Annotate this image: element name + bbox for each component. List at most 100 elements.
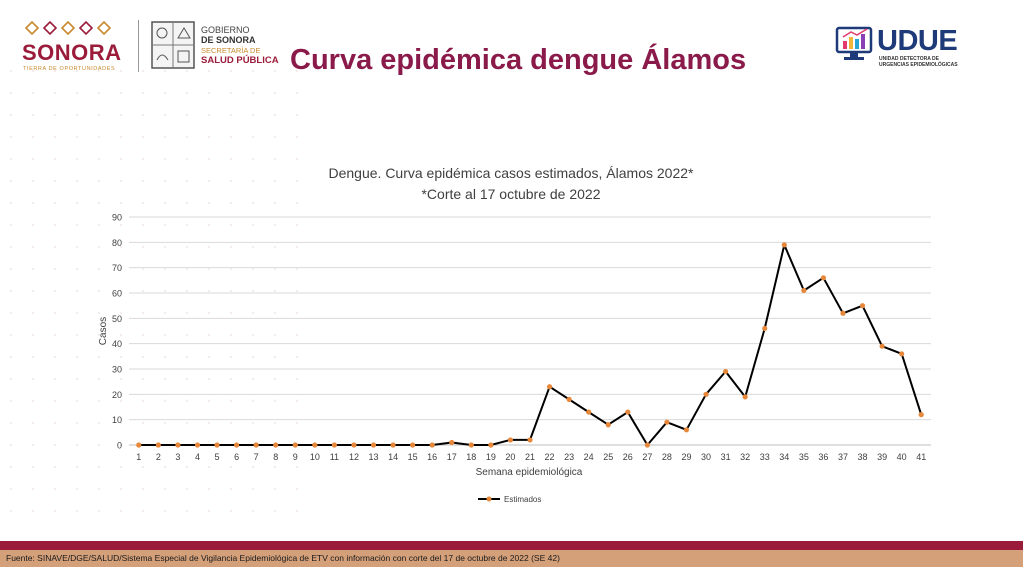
x-tick-label: 31 <box>721 452 731 462</box>
x-tick-label: 37 <box>838 452 848 462</box>
x-axis-label: Semana epidemiológica <box>476 467 583 478</box>
x-tick-label: 23 <box>564 452 574 462</box>
y-tick-label: 70 <box>112 263 122 273</box>
legend-marker-swatch <box>486 496 492 502</box>
x-axis-ticks: 1 2 3 4 5 6 7 8 9 10 11 12 13 14 15 16 17 18 19 20 21 22 23 24 2… <box>136 452 926 462</box>
y-tick-label: 10 <box>112 415 122 425</box>
data-point-week-9 <box>292 442 298 448</box>
data-point-week-15 <box>410 442 416 448</box>
gov-line-3: SECRETARÍA DE <box>201 46 261 55</box>
udue-brand: UDUE <box>877 25 958 57</box>
data-point-week-8 <box>273 442 279 448</box>
data-point-week-5 <box>214 442 220 448</box>
x-tick-label: 38 <box>858 452 868 462</box>
x-tick-label: 16 <box>427 452 437 462</box>
sonora-wordmark: SONORA <box>22 40 122 65</box>
data-point-week-31 <box>723 368 729 375</box>
y-tick-label: 0 <box>117 441 122 451</box>
data-point-week-4 <box>194 442 201 448</box>
data-point-week-39 <box>879 343 885 349</box>
x-tick-label: 20 <box>505 452 515 462</box>
chart-subtitle: *Corte al 17 octubre de 2022 <box>421 186 600 202</box>
y-tick-label: 30 <box>112 365 122 375</box>
y-tick-label: 20 <box>112 390 122 400</box>
x-tick-label: 15 <box>408 452 418 462</box>
udue-subtitle-1: UNIDAD DETECTORA DE <box>879 56 940 62</box>
series-line <box>138 243 923 446</box>
x-tick-label: 26 <box>623 452 633 462</box>
monitor-chart-icon <box>835 26 873 60</box>
x-tick-label: 36 <box>818 452 828 462</box>
x-tick-label: 35 <box>799 452 809 462</box>
sonora-logo: SONORA TIERRA DE OPORTUNIDADES <box>20 18 130 76</box>
x-tick-label: 7 <box>254 452 259 462</box>
x-tick-label: 14 <box>388 452 398 462</box>
x-tick-label: 1 <box>136 452 141 462</box>
state-crest-icon <box>151 21 195 69</box>
data-point-week-29 <box>683 427 690 433</box>
y-tick-label: 90 <box>112 213 122 223</box>
gov-line-1: GOBIERNO <box>201 25 250 35</box>
footer-stripe-maroon <box>0 541 1023 550</box>
footer-stripe-tan <box>0 550 1023 567</box>
x-tick-label: 40 <box>897 452 907 462</box>
slide-header: SONORA TIERRA DE OPORTUNIDADES GOBIERNO … <box>0 0 1023 95</box>
data-point-week-34 <box>781 242 787 248</box>
data-point-week-19 <box>488 442 494 448</box>
x-tick-label: 21 <box>525 452 535 462</box>
y-tick-label: 80 <box>112 238 122 248</box>
data-point-week-40 <box>899 351 905 357</box>
gov-line-2: DE SONORA <box>201 35 256 45</box>
data-point-week-35 <box>801 287 807 294</box>
x-tick-label: 4 <box>195 452 200 462</box>
data-point-week-17 <box>449 439 455 446</box>
epidemic-curve-chart: Dengue. Curva epidémica casos estimados,… <box>98 165 931 504</box>
data-point-week-1 <box>136 442 142 448</box>
data-point-week-7 <box>253 442 259 448</box>
x-tick-label: 10 <box>310 452 320 462</box>
data-point-week-12 <box>351 442 357 448</box>
data-point-week-20 <box>507 437 514 443</box>
legend-label: Estimados <box>504 495 541 504</box>
x-tick-label: 19 <box>486 452 496 462</box>
x-tick-label: 18 <box>466 452 476 462</box>
x-tick-label: 3 <box>175 452 180 462</box>
x-tick-label: 17 <box>447 452 457 462</box>
x-tick-label: 6 <box>234 452 239 462</box>
x-tick-label: 5 <box>215 452 220 462</box>
background-dot-pattern <box>0 60 300 520</box>
data-point-week-23 <box>566 396 572 402</box>
data-point-week-37 <box>840 310 846 316</box>
x-tick-label: 24 <box>584 452 594 462</box>
data-point-week-32 <box>742 394 748 400</box>
data-point-week-13 <box>370 442 377 448</box>
sonora-tagline: TIERRA DE OPORTUNIDADES <box>23 66 116 72</box>
x-tick-label: 13 <box>369 452 379 462</box>
y-axis-ticks: 0 10 20 30 40 50 60 70 80 90 <box>112 213 122 451</box>
series-estimados <box>136 242 924 448</box>
udue-subtitle-2: URGENCIAS EPIDEMIOLÓGICAS <box>879 62 958 68</box>
x-tick-label: 9 <box>293 452 298 462</box>
y-axis-label: Casos <box>98 317 109 345</box>
data-point-week-38 <box>859 303 866 309</box>
data-point-week-11 <box>331 442 337 448</box>
data-point-week-33 <box>762 325 768 332</box>
data-point-week-25 <box>605 422 611 428</box>
x-tick-label: 12 <box>349 452 359 462</box>
data-point-week-3 <box>175 442 181 448</box>
x-tick-label: 29 <box>681 452 691 462</box>
chart-legend: Estimados <box>478 495 541 504</box>
x-tick-label: 8 <box>273 452 278 462</box>
y-tick-label: 50 <box>112 314 122 324</box>
x-tick-label: 39 <box>877 452 887 462</box>
x-tick-label: 11 <box>330 452 339 462</box>
y-tick-label: 60 <box>112 289 122 299</box>
page-title: Curva epidémica dengue Álamos <box>290 44 747 76</box>
footer-band <box>0 541 1023 567</box>
data-point-week-41 <box>918 412 924 418</box>
x-tick-label: 22 <box>545 452 555 462</box>
logo-divider <box>138 20 139 72</box>
data-point-week-26 <box>625 409 631 415</box>
y-tick-label: 40 <box>112 339 122 349</box>
x-tick-label: 33 <box>760 452 770 462</box>
